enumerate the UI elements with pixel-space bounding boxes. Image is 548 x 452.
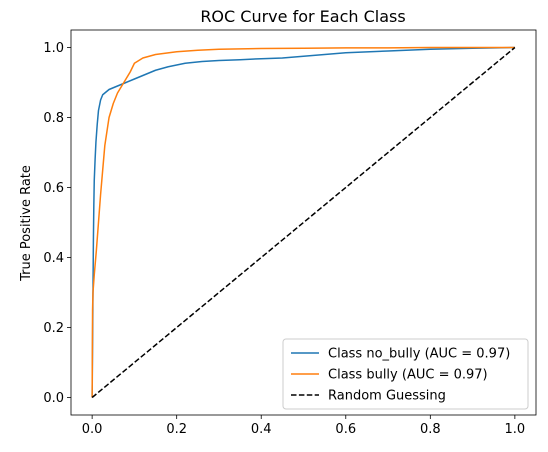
- legend: Class no_bully (AUC = 0.97) Class bully (…: [283, 339, 528, 409]
- x-tick-label-5: 1.0: [505, 422, 526, 437]
- plot-area: 0.0 0.2 0.4 0.6 0.8 1.0 0.0 0.2 0.4 0.6 0.8 1.0 Clas…: [43, 30, 536, 437]
- y-tick-label-0: 0.0: [43, 391, 64, 406]
- y-tick-label-4: 0.8: [43, 111, 64, 126]
- y-axis-label: True Positive Rate: [19, 165, 34, 282]
- y-tick-label-1: 0.2: [43, 321, 64, 336]
- x-tick-label-1: 0.2: [166, 422, 187, 437]
- x-tick-label-3: 0.6: [335, 422, 356, 437]
- x-tick-label-4: 0.8: [420, 422, 441, 437]
- y-tick-label-2: 0.4: [43, 251, 64, 266]
- y-tick-label-5: 1.0: [43, 41, 64, 56]
- legend-label-2: Random Guessing: [328, 389, 446, 404]
- chart-title: ROC Curve for Each Class: [200, 7, 405, 26]
- x-tick-label-0: 0.0: [82, 422, 103, 437]
- y-tick-label-3: 0.6: [43, 181, 64, 196]
- x-tick-label-2: 0.4: [251, 422, 272, 437]
- legend-label-1: Class bully (AUC = 0.97): [328, 368, 488, 383]
- legend-label-0: Class no_bully (AUC = 0.97): [328, 347, 510, 362]
